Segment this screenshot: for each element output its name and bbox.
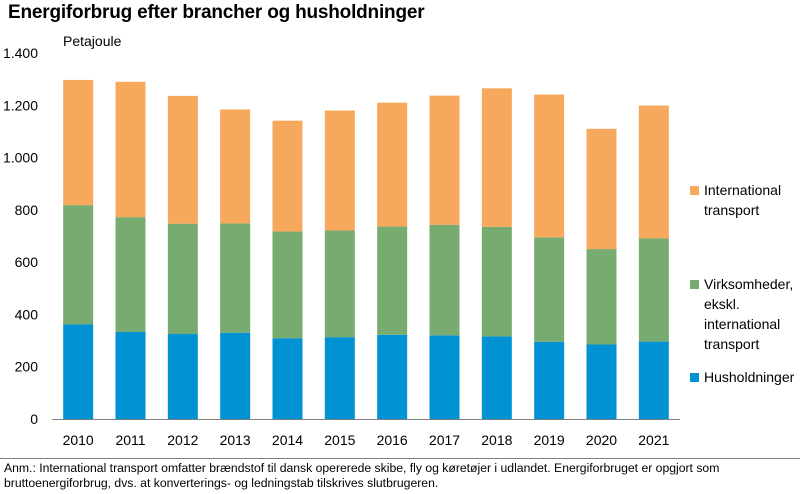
x-tick-label: 2013 (220, 432, 251, 448)
bar-2021-series-2 (638, 105, 669, 239)
bar-2012-series-0 (167, 334, 198, 419)
legend-swatch-international-transport (690, 186, 699, 195)
y-tick-label: 400 (15, 306, 39, 322)
bar-2013-series-2 (220, 109, 251, 224)
x-tick-label: 2021 (638, 432, 669, 448)
x-tick-label: 2015 (324, 432, 355, 448)
bar-2017-series-0 (429, 335, 460, 419)
x-tick-label: 2012 (167, 432, 198, 448)
y-axis-unit-label: Petajoule (63, 33, 122, 49)
legend-label-husholdninger: Husholdninger (704, 369, 795, 385)
bar-2016-series-0 (377, 334, 408, 419)
bar-2016-series-1 (377, 226, 408, 335)
bar-2018-series-0 (481, 336, 512, 419)
bar-2010-series-2 (63, 79, 94, 206)
bar-2011-series-2 (115, 81, 146, 218)
bar-2018-series-1 (481, 226, 512, 337)
bar-2010-series-0 (63, 324, 94, 419)
bar-2020-series-1 (586, 249, 617, 345)
legend-label-virksomheder: Virksomheder, ekskl. international trans… (704, 276, 794, 352)
bar-2021-series-0 (638, 341, 669, 419)
bar-2014-series-0 (272, 338, 303, 419)
x-tick-label: 2017 (429, 432, 460, 448)
bar-2017-series-2 (429, 95, 460, 225)
chart-title: Energiforbrug efter brancher og husholdn… (8, 2, 425, 23)
y-tick-label: 0 (30, 411, 38, 427)
footnote: Anm.: International transport omfatter b… (4, 461, 720, 490)
x-tick-label: 2011 (115, 432, 145, 448)
bar-2015-series-1 (324, 230, 355, 338)
y-tick-label: 1.200 (3, 97, 38, 113)
y-tick-label: 800 (15, 202, 39, 218)
bar-2015-series-0 (324, 337, 355, 419)
bar-2012-series-1 (167, 223, 198, 335)
x-tick-label: 2016 (377, 432, 408, 448)
bar-2018-series-2 (481, 88, 512, 227)
bar-2020-series-2 (586, 128, 617, 250)
bar-2015-series-2 (324, 110, 355, 231)
y-tick-label: 1.400 (3, 45, 38, 61)
bar-2013-series-0 (220, 332, 251, 419)
y-tick-label: 1.000 (3, 150, 38, 166)
note-separator (0, 458, 800, 459)
y-tick-label: 200 (15, 359, 39, 375)
bar-2019-series-2 (534, 94, 565, 238)
bar-2011-series-1 (115, 217, 146, 332)
bar-2011-series-0 (115, 331, 146, 419)
y-tick-label: 600 (15, 254, 39, 270)
x-tick-label: 2010 (63, 432, 94, 448)
legend-label-international-transport: International transport (704, 182, 782, 218)
bar-2014-series-2 (272, 120, 303, 232)
legend-swatch-virksomheder (690, 280, 699, 289)
bar-2019-series-1 (534, 237, 565, 342)
bar-2010-series-1 (63, 205, 94, 325)
bar-2021-series-1 (638, 238, 669, 342)
x-tick-label: 2019 (534, 432, 565, 448)
bar-2012-series-2 (167, 95, 198, 224)
legend-swatch-husholdninger (690, 373, 699, 382)
x-tick-label: 2014 (272, 432, 303, 448)
bar-2016-series-2 (377, 102, 408, 227)
bar-2019-series-0 (534, 341, 565, 419)
x-tick-label: 2020 (586, 432, 617, 448)
bar-2014-series-1 (272, 231, 303, 339)
x-tick-label: 2018 (481, 432, 512, 448)
bar-2013-series-1 (220, 223, 251, 333)
bar-2017-series-1 (429, 224, 460, 336)
bar-2020-series-0 (586, 344, 617, 419)
